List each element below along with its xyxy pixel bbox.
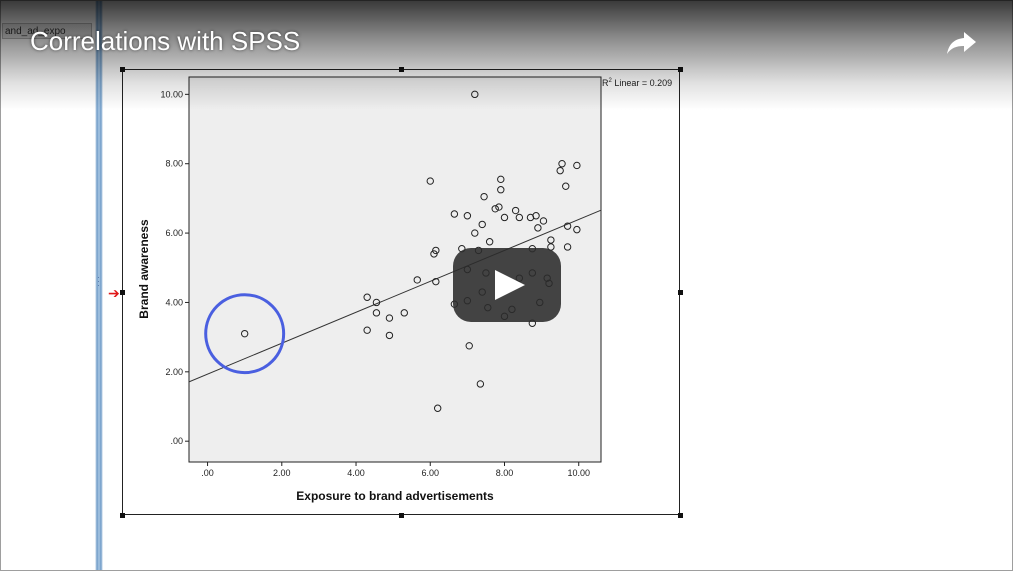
scatter-point bbox=[573, 161, 581, 170]
y-tick-label: 6.00 bbox=[165, 228, 183, 238]
scatter-point bbox=[432, 277, 440, 286]
scatter-point bbox=[372, 298, 381, 307]
scatter-point bbox=[480, 192, 488, 201]
y-tick-label: 8.00 bbox=[165, 159, 183, 169]
scatter-point bbox=[563, 222, 572, 230]
video-title[interactable]: Correlations with SPSS bbox=[30, 26, 301, 56]
scatter-point bbox=[385, 314, 394, 322]
scatter-point bbox=[478, 220, 486, 229]
x-tick-label: 6.00 bbox=[421, 468, 439, 478]
scatter-point bbox=[495, 203, 503, 211]
y-tick-label: 4.00 bbox=[165, 297, 183, 307]
scatter-point bbox=[497, 175, 505, 184]
scatter-point bbox=[413, 276, 421, 284]
splitter-grip-icon: · · · bbox=[97, 272, 100, 290]
scatter-point bbox=[515, 213, 524, 222]
x-tick-label: 8.00 bbox=[496, 468, 514, 478]
scatter-point bbox=[240, 329, 249, 338]
play-icon bbox=[495, 270, 525, 300]
scatter-point bbox=[497, 186, 505, 194]
scatter-point bbox=[532, 212, 540, 220]
scatter-point bbox=[363, 293, 371, 301]
resize-handle-bottom-right[interactable] bbox=[678, 513, 683, 518]
scatter-point bbox=[450, 210, 459, 218]
y-axis: .00 2.00 4.00 6.00 8.00 10.00 bbox=[160, 89, 189, 446]
highlight-circle bbox=[204, 293, 286, 375]
resize-handle-left[interactable] bbox=[120, 290, 125, 295]
scatter-point bbox=[547, 236, 555, 244]
scatter-point bbox=[562, 182, 570, 190]
scatter-point bbox=[400, 309, 408, 317]
scatter-point bbox=[491, 205, 499, 213]
scatter-point bbox=[534, 224, 542, 232]
scatter-point bbox=[485, 238, 494, 246]
y-tick-label: 2.00 bbox=[165, 367, 183, 377]
scatter-point bbox=[463, 212, 472, 220]
resize-handle-right[interactable] bbox=[678, 290, 683, 295]
fit-line bbox=[188, 209, 602, 383]
scatter-point bbox=[556, 166, 564, 175]
play-button[interactable] bbox=[453, 248, 561, 322]
scatter-point bbox=[539, 217, 548, 225]
scatter-point bbox=[558, 160, 566, 168]
y-tick-label: .00 bbox=[170, 436, 183, 446]
x-tick-label: 2.00 bbox=[273, 468, 291, 478]
x-tick-label: 4.00 bbox=[347, 468, 365, 478]
scatter-point bbox=[432, 246, 440, 255]
scatter-point bbox=[563, 243, 572, 251]
scatter-point bbox=[363, 326, 371, 334]
x-axis-label: Exposure to brand advertisements bbox=[296, 489, 494, 503]
scatter-point bbox=[476, 380, 485, 388]
x-axis: .00 2.00 4.00 6.00 8.00 10.00 bbox=[201, 462, 590, 478]
resize-handle-bottom-left[interactable] bbox=[120, 513, 125, 518]
scatter-point bbox=[471, 229, 479, 237]
share-arrow-icon[interactable] bbox=[944, 24, 980, 60]
pane-splitter[interactable] bbox=[95, 1, 103, 570]
x-tick-label: .00 bbox=[201, 468, 214, 478]
resize-handle-bottom[interactable] bbox=[399, 513, 404, 518]
scatter-point bbox=[430, 250, 438, 258]
scatter-point bbox=[573, 225, 581, 234]
scatter-point bbox=[465, 342, 473, 350]
red-arrow-icon: ➔ bbox=[108, 285, 120, 301]
data-points bbox=[240, 90, 581, 412]
scatter-point bbox=[385, 331, 394, 340]
y-tick-label: 10.00 bbox=[160, 89, 183, 99]
x-tick-label: 10.00 bbox=[567, 468, 590, 478]
scatter-point bbox=[433, 404, 442, 412]
scatter-point bbox=[511, 206, 520, 215]
scatter-point bbox=[426, 177, 434, 185]
scatter-point bbox=[500, 213, 509, 222]
scatter-point bbox=[372, 309, 381, 317]
r2-label: R2 Linear = 0.209 bbox=[602, 78, 672, 88]
y-axis-label: Brand awareness bbox=[137, 219, 151, 319]
